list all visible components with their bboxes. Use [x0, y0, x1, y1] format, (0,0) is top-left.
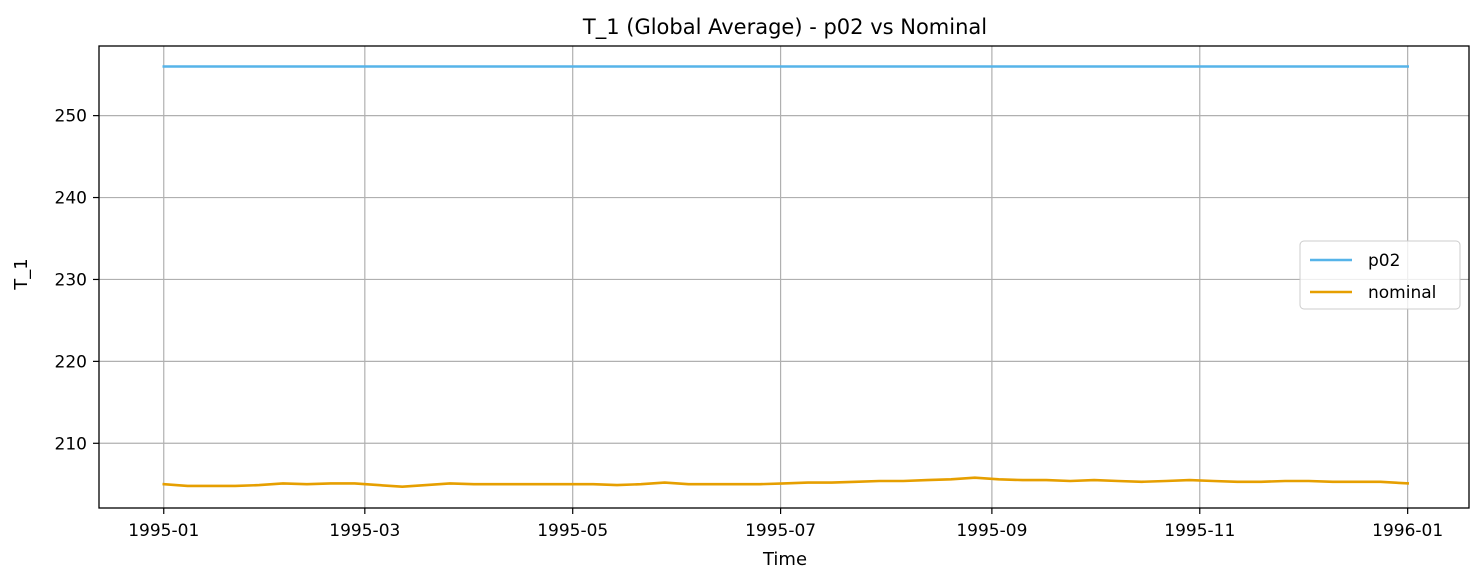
y-tick-label: 230 — [55, 270, 87, 290]
legend-label-nominal: nominal — [1368, 283, 1436, 303]
x-tick-label: 1995-03 — [329, 521, 400, 541]
x-tick-label: 1996-01 — [1372, 521, 1443, 541]
x-tick-label: 1995-01 — [128, 521, 199, 541]
chart-title: T_1 (Global Average) - p02 vs Nominal — [582, 15, 987, 40]
legend-label-p02: p02 — [1368, 251, 1400, 271]
y-tick-label: 240 — [55, 189, 87, 209]
y-axis-ticks: 210 220 230 240 250 — [55, 107, 99, 454]
x-axis-ticks: 1995-01 1995-03 1995-05 1995-07 1995-09 1995-… — [128, 508, 1443, 541]
series-lines — [162, 65, 1410, 489]
legend: p02 nominal — [1299, 240, 1461, 310]
x-tick-label: 1995-07 — [745, 521, 816, 541]
y-axis-label: T_1 — [11, 258, 32, 290]
series-line-nominal — [162, 476, 1410, 489]
legend-items: p02 nominal — [1310, 251, 1436, 303]
y-tick-label: 210 — [55, 434, 87, 454]
y-tick-label: 250 — [55, 107, 87, 127]
x-tick-label: 1995-09 — [956, 521, 1027, 541]
x-tick-label: 1995-05 — [537, 521, 608, 541]
grid-lines — [99, 46, 1469, 508]
x-tick-label: 1995-11 — [1164, 521, 1235, 541]
plot-area-frame — [98, 45, 1470, 509]
y-tick-label: 220 — [55, 352, 87, 372]
x-axis-label: Time — [762, 549, 807, 570]
